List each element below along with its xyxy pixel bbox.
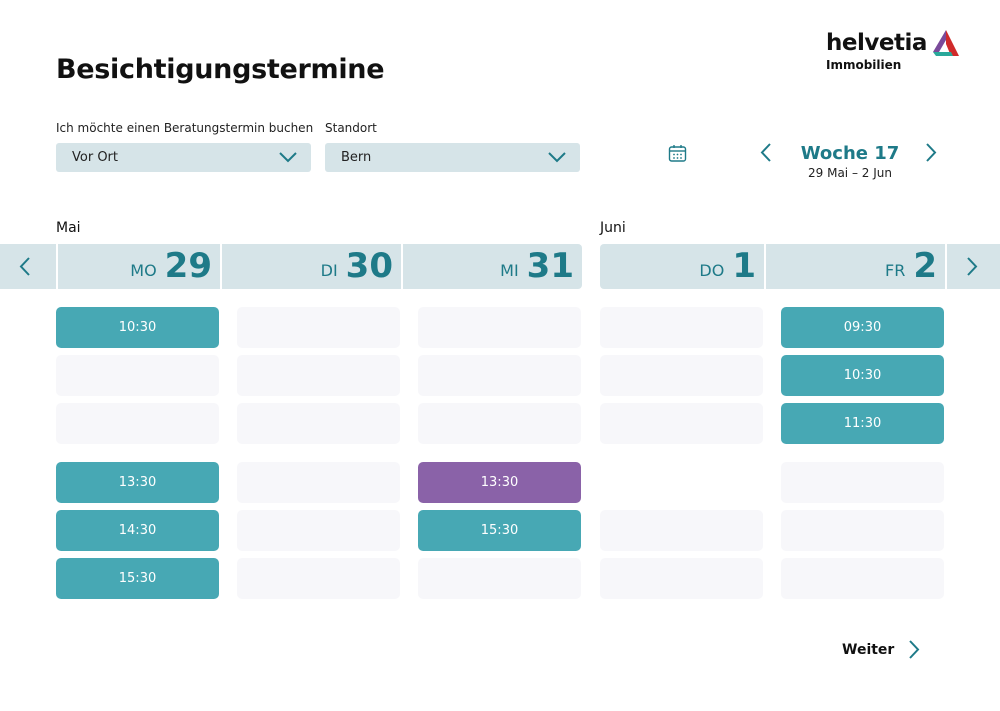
- empty-slot: [418, 558, 581, 599]
- empty-slot: [237, 510, 400, 551]
- day-header-bar: [0, 244, 582, 289]
- empty-slot: [600, 403, 763, 444]
- day-abbr: FR: [885, 261, 906, 280]
- day-abbr: MO: [130, 261, 157, 280]
- empty-slot: [600, 307, 763, 348]
- week-title: Woche 17: [800, 143, 900, 164]
- next-label: Weiter: [842, 641, 895, 658]
- empty-slot: [600, 355, 763, 396]
- header-divider: [945, 244, 947, 289]
- logo-mark-icon: [932, 30, 959, 56]
- day-header-di: DI 30: [220, 244, 401, 289]
- empty-slot: [237, 558, 400, 599]
- empty-slot: [418, 355, 581, 396]
- type-select[interactable]: Vor Ort: [56, 143, 311, 172]
- next-week-button[interactable]: [925, 143, 937, 162]
- day-header-do: DO 1: [600, 244, 764, 289]
- day-number: 2: [913, 246, 937, 286]
- logo-sub: Immobilien: [826, 58, 902, 72]
- next-button[interactable]: Weiter: [842, 640, 920, 659]
- day-header-bar: [600, 244, 1000, 289]
- empty-slot: [781, 510, 944, 551]
- calendar-icon[interactable]: [668, 144, 687, 163]
- prev-week-button[interactable]: [760, 143, 772, 162]
- time-slot[interactable]: 10:30: [56, 307, 219, 348]
- day-header-mo: MO 29: [56, 244, 220, 289]
- week-display: Woche 17 29 Mai – 2 Jun: [790, 143, 910, 180]
- time-slot[interactable]: 10:30: [781, 355, 944, 396]
- day-abbr: DO: [699, 261, 725, 280]
- time-slot[interactable]: 15:30: [56, 558, 219, 599]
- empty-slot: [237, 355, 400, 396]
- empty-slot: [237, 403, 400, 444]
- empty-slot: [781, 558, 944, 599]
- next-days-button[interactable]: [966, 257, 978, 276]
- empty-slot: [237, 307, 400, 348]
- empty-slot: [600, 558, 763, 599]
- time-slot[interactable]: 13:30: [418, 462, 581, 503]
- day-number: 31: [526, 246, 574, 286]
- time-slot[interactable]: 14:30: [56, 510, 219, 551]
- location-value: Bern: [341, 150, 372, 165]
- location-label: Standort: [325, 121, 377, 135]
- page-title: Besichtigungstermine: [56, 54, 385, 85]
- location-select[interactable]: Bern: [325, 143, 580, 172]
- day-abbr: MI: [500, 261, 519, 280]
- day-header-fr: FR 2: [764, 244, 945, 289]
- time-slot[interactable]: 13:30: [56, 462, 219, 503]
- time-slot[interactable]: 09:30: [781, 307, 944, 348]
- week-range: 29 Mai – 2 Jun: [808, 166, 892, 180]
- type-label: Ich möchte einen Beratungstermin buchen: [56, 121, 314, 135]
- day-header-mi: MI 31: [401, 244, 582, 289]
- empty-slot: [237, 462, 400, 503]
- day-number: 29: [164, 246, 212, 286]
- empty-slot: [418, 307, 581, 348]
- logo-brand: helvetia: [826, 30, 927, 56]
- prev-days-button[interactable]: [19, 257, 31, 276]
- helvetia-logo: helvetia Immobilien: [826, 28, 961, 72]
- chevron-down-icon: [279, 152, 297, 163]
- day-number: 1: [732, 246, 756, 286]
- empty-slot: [781, 462, 944, 503]
- time-slot[interactable]: 15:30: [418, 510, 581, 551]
- day-abbr: DI: [320, 261, 338, 280]
- day-number: 30: [345, 246, 393, 286]
- type-value: Vor Ort: [72, 150, 118, 165]
- empty-slot: [418, 403, 581, 444]
- time-slot[interactable]: 11:30: [781, 403, 944, 444]
- empty-slot: [56, 403, 219, 444]
- month-label: Mai: [56, 220, 81, 236]
- chevron-down-icon: [548, 152, 566, 163]
- empty-slot: [56, 355, 219, 396]
- empty-slot: [600, 510, 763, 551]
- chevron-right-icon: [909, 640, 920, 659]
- month-label: Juni: [600, 220, 626, 236]
